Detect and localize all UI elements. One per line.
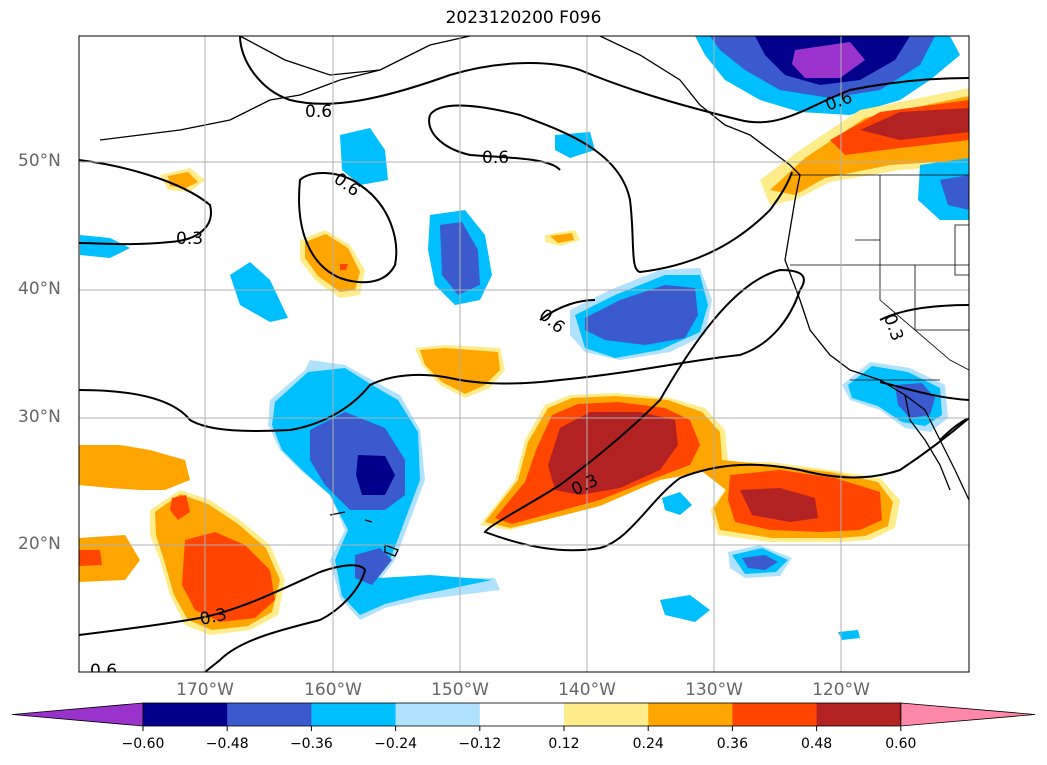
colorbar-tick-label: 0.12	[548, 736, 580, 752]
colorbar-segment	[732, 703, 818, 726]
gridlines	[79, 36, 969, 672]
lon-label: 150°W	[431, 680, 489, 700]
map-title: 2023120200 F096	[445, 8, 602, 28]
colorbar-tick-label: 0.48	[801, 736, 833, 752]
colorbar-segment	[564, 703, 649, 726]
colorbar-segment	[143, 703, 228, 726]
lon-label: 140°W	[558, 680, 616, 700]
lon-label: 130°W	[685, 680, 743, 700]
colorbar-tick-label: −0.12	[458, 736, 502, 752]
lat-label: 30°N	[18, 407, 61, 427]
colorbar-segment	[816, 703, 902, 726]
colorbar	[11, 702, 1036, 731]
lon-label: 170°W	[176, 680, 234, 700]
colorbar-extend-min	[11, 702, 144, 727]
colorbar-segment	[479, 703, 565, 726]
contour-label: 0.3	[176, 229, 203, 249]
colorbar-tick-label: −0.36	[289, 736, 333, 752]
lat-label: 40°N	[18, 279, 61, 299]
lat-label: 50°N	[18, 151, 61, 171]
colorbar-tick-label: 0.24	[632, 736, 664, 752]
colorbar-extend-max	[900, 702, 1036, 727]
colorbar-tick-label: −0.24	[374, 736, 418, 752]
colorbar-tick-label: −0.60	[121, 736, 165, 752]
lon-label: 120°W	[812, 680, 870, 700]
colorbar-tick-label: −0.48	[205, 736, 249, 752]
colorbar-segment	[395, 703, 481, 726]
contour-label: 0.6	[305, 102, 332, 122]
colorbar-tick-label: 0.36	[716, 736, 748, 752]
contour-lines	[79, 36, 969, 672]
colorbar-frame	[142, 702, 902, 727]
colorbar-segment	[648, 703, 733, 726]
lon-label: 160°W	[304, 680, 362, 700]
colorbar-segment	[227, 703, 312, 726]
colorbar-tick-label: 0.60	[885, 736, 917, 752]
contour-label: 0.6	[90, 661, 117, 681]
map-frame	[78, 35, 970, 673]
colorbar-segment	[311, 703, 397, 726]
lat-label: 20°N	[18, 534, 61, 554]
borders	[790, 174, 969, 381]
contour-label: 0.6	[482, 148, 509, 168]
